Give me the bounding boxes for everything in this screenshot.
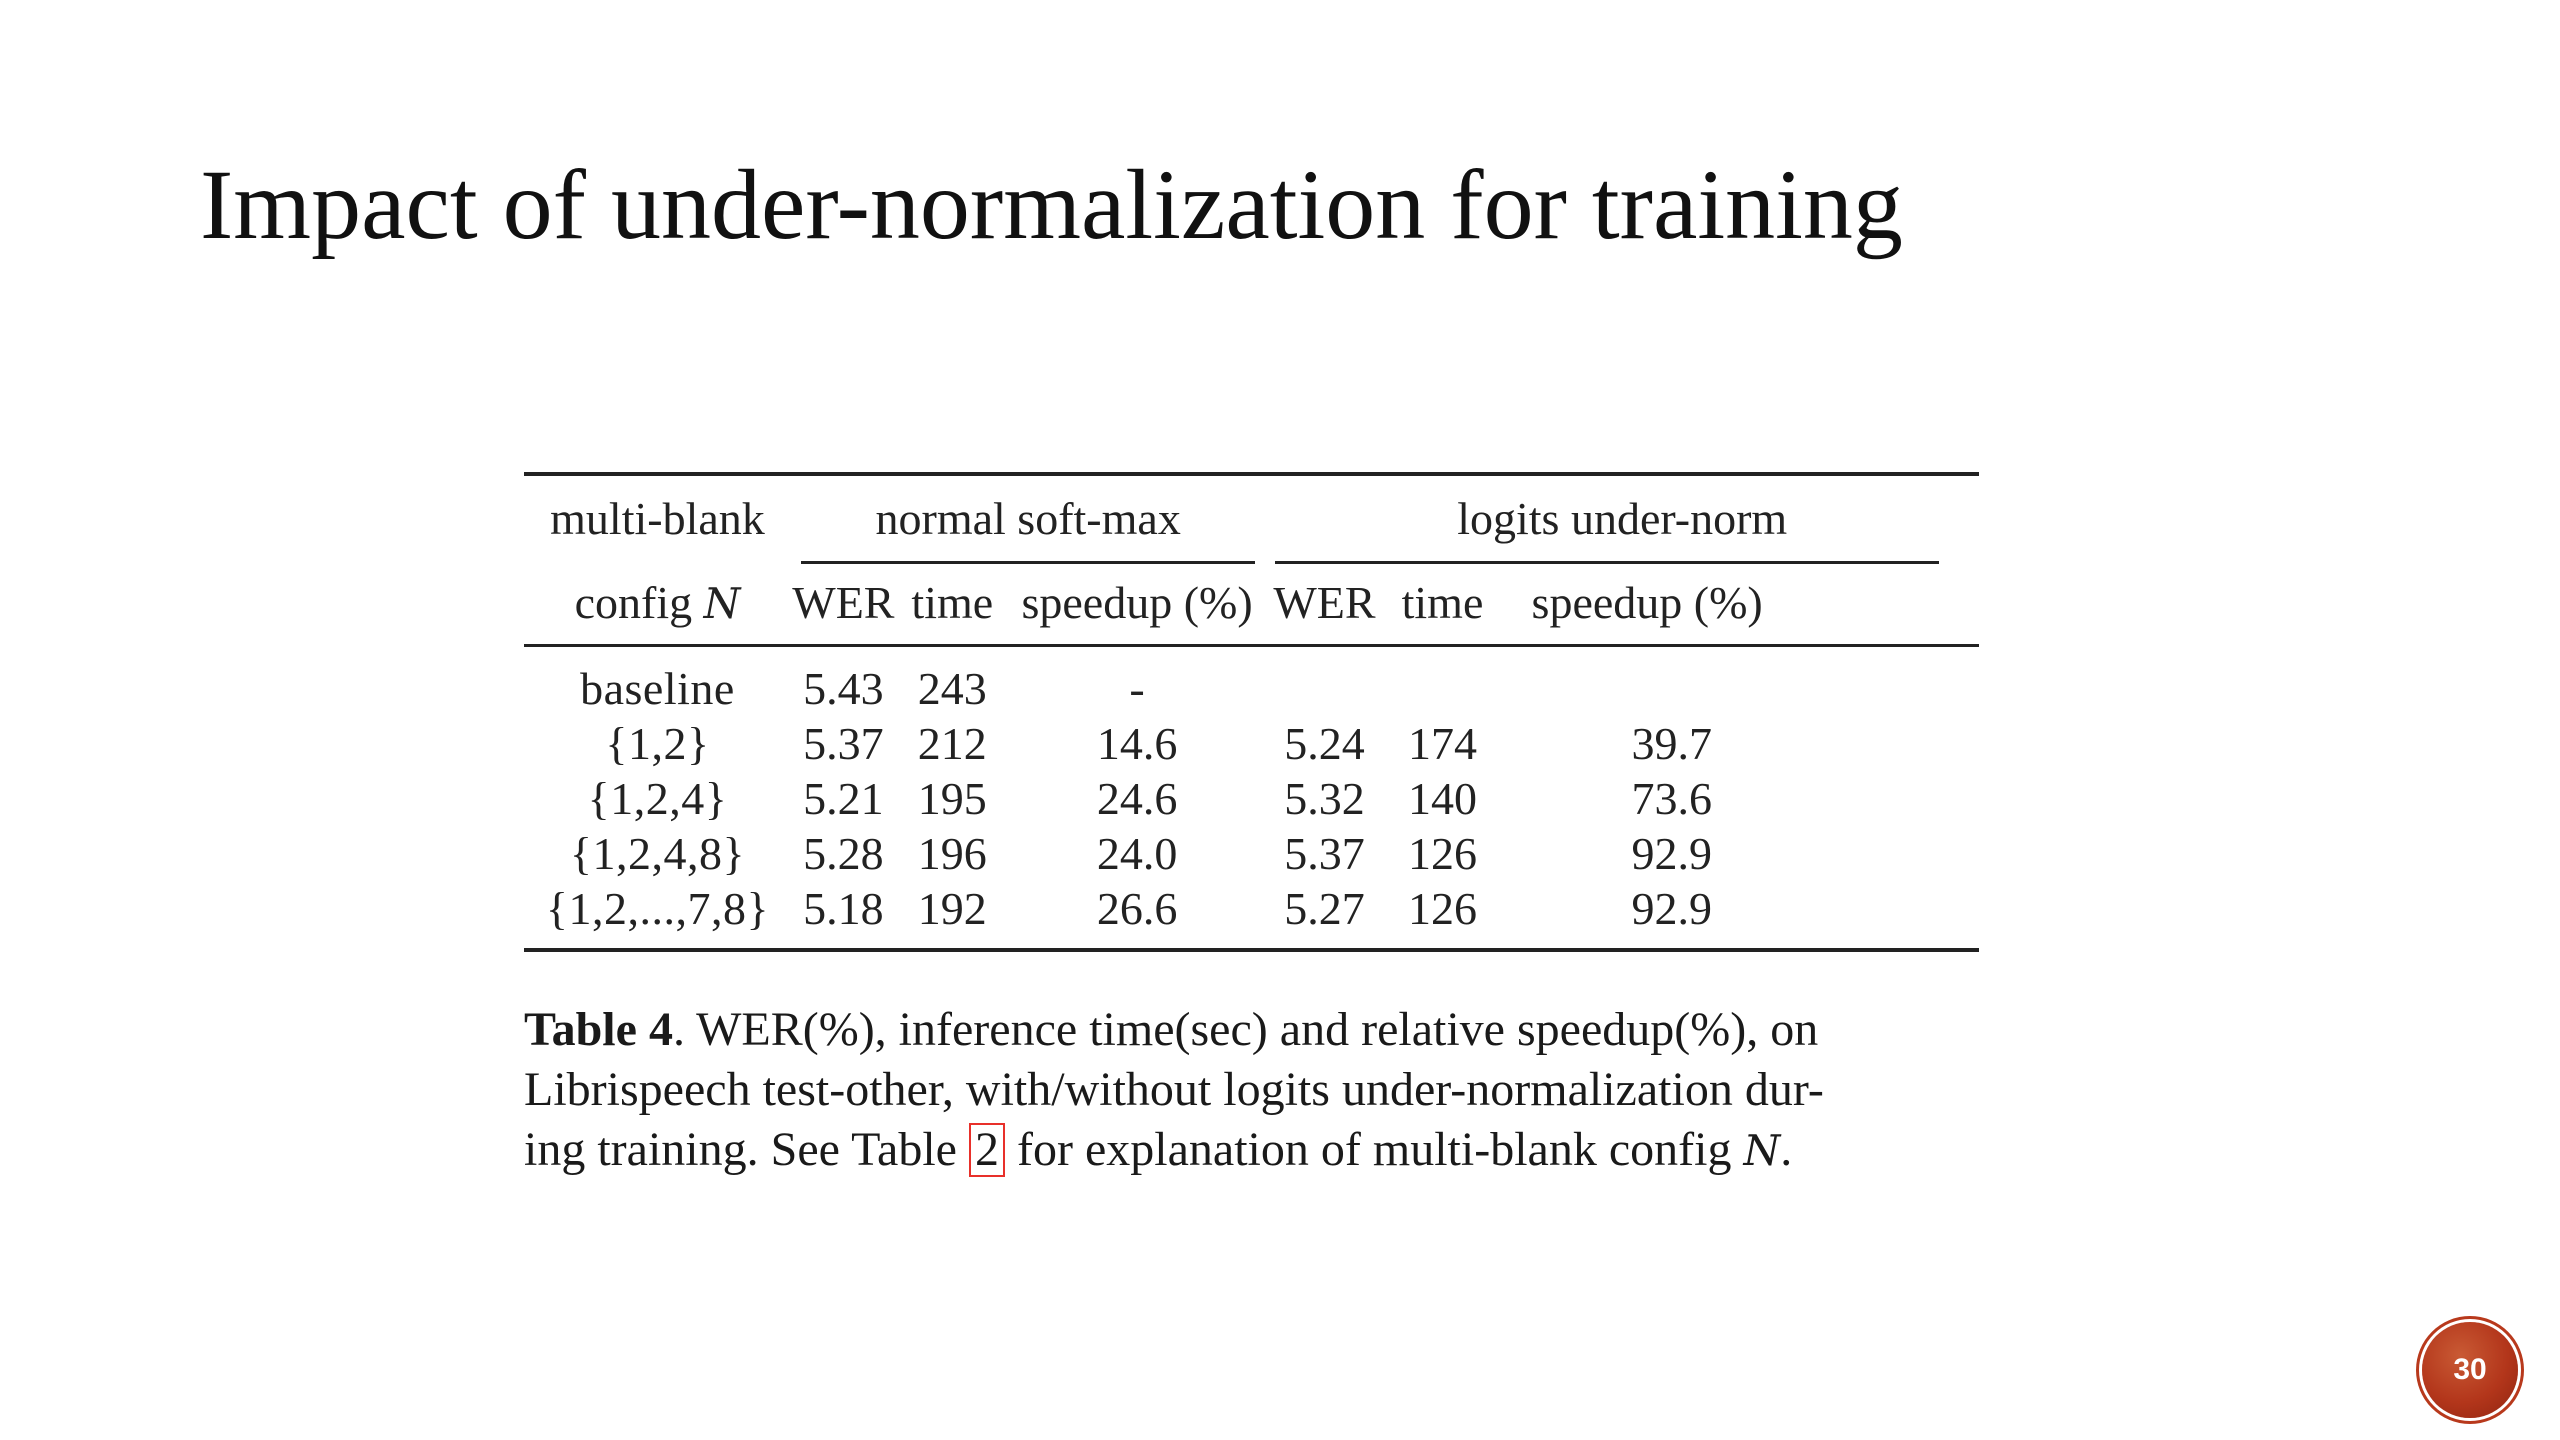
cell-wer-softmax: 5.21: [803, 772, 884, 824]
cell-speedup-undernorm: 39.7: [1631, 717, 1713, 769]
cell-speedup-softmax: 24.6: [1096, 772, 1178, 824]
cell-config: {1,2}: [605, 717, 710, 769]
cell-speedup-softmax: -: [1129, 662, 1145, 714]
header-multi-blank: multi-blank: [550, 493, 765, 544]
cell-wer-undernorm: 5.24: [1284, 717, 1365, 769]
group-underline-undernorm: [1275, 561, 1939, 564]
header-wer-softmax: WER: [792, 577, 895, 628]
cell-speedup-softmax: 26.6: [1096, 882, 1178, 934]
cell-speedup-undernorm: 73.6: [1631, 772, 1713, 824]
caption-end: .: [1780, 1123, 1793, 1176]
cell-time-undernorm: 126: [1408, 827, 1478, 879]
table-row: {1,2,...,7,8} 5.18 192 26.6 5.27 126 92.…: [524, 881, 1979, 950]
cell-time-softmax: 196: [917, 827, 987, 879]
header-group-logits-undernorm: logits under-norm: [1265, 474, 1979, 564]
results-table: multi-blank normal soft-max logits under…: [524, 472, 1979, 952]
table-reference-link[interactable]: 2: [968, 1123, 1005, 1177]
results-table-figure: multi-blank normal soft-max logits under…: [524, 472, 1979, 952]
table-caption: Table 4. WER(%), inference time(sec) and…: [524, 1000, 1944, 1181]
caption-symbol: N: [1743, 1126, 1781, 1175]
cell-speedup-undernorm: 92.9: [1631, 882, 1713, 934]
cell-config: {1,2,...,7,8}: [545, 882, 770, 934]
page-number-badge: 30: [2422, 1322, 2518, 1418]
cell-time-undernorm: [1383, 646, 1501, 717]
cell-time-softmax: 243: [917, 662, 987, 714]
table-row: baseline 5.43 243 -: [524, 646, 1979, 717]
caption-line-3-pre: ing training. See Table: [524, 1123, 969, 1176]
cell-speedup-softmax: 24.0: [1096, 827, 1178, 879]
caption-line-2: Librispeech test-other, with/without log…: [524, 1063, 1824, 1116]
caption-line-1-text: . WER(%), inference time(sec) and relati…: [672, 1003, 1819, 1056]
header-group-normal-softmax-label: normal soft-max: [875, 493, 1181, 544]
header-time-undernorm: time: [1401, 577, 1484, 628]
header-row-groups: multi-blank normal soft-max logits under…: [524, 474, 1979, 564]
cell-speedup-undernorm: [1502, 646, 1979, 717]
cell-time-undernorm: 174: [1408, 717, 1478, 769]
table-row: {1,2,4,8} 5.28 196 24.0 5.37 126 92.9: [524, 826, 1979, 881]
table-row: {1,2,4} 5.21 195 24.6 5.32 140 73.6: [524, 771, 1979, 826]
cell-speedup-softmax: 14.6: [1096, 717, 1178, 769]
header-speedup-undernorm: speedup (%): [1531, 577, 1763, 628]
caption-label: Table 4: [524, 1003, 673, 1056]
header-wer-undernorm: WER: [1273, 577, 1376, 628]
cell-time-undernorm: 126: [1408, 882, 1478, 934]
cell-wer-undernorm: 5.27: [1284, 882, 1365, 934]
header-group-normal-softmax: normal soft-max: [791, 474, 1266, 564]
cell-wer-undernorm: [1265, 646, 1383, 717]
cell-config: baseline: [580, 662, 735, 714]
cell-config: {1,2,4}: [587, 772, 728, 824]
table-row: {1,2} 5.37 212 14.6 5.24 174 39.7: [524, 716, 1979, 771]
cell-time-softmax: 212: [917, 717, 987, 769]
cell-wer-softmax: 5.28: [803, 827, 884, 879]
cell-config: {1,2,4,8}: [569, 827, 746, 879]
header-config-symbol: N: [703, 578, 741, 628]
cell-wer-undernorm: 5.32: [1284, 772, 1365, 824]
caption-line-3-post: for explanation of multi-blank config: [1004, 1123, 1744, 1176]
cell-wer-undernorm: 5.37: [1284, 827, 1365, 879]
header-config: config N: [524, 562, 791, 646]
table-body: baseline 5.43 243 - {1,2} 5.37 212 14.6 …: [524, 646, 1979, 950]
caption-line-3: ing training. See Table 2 for explanatio…: [524, 1120, 1944, 1181]
cell-wer-softmax: 5.18: [803, 882, 884, 934]
group-underline-softmax: [800, 561, 1256, 564]
slide-title: Impact of under-normalization for traini…: [200, 149, 1903, 260]
header-config-prefix: config: [574, 576, 693, 628]
cell-time-softmax: 192: [917, 882, 987, 934]
header-group-logits-undernorm-label: logits under-norm: [1457, 493, 1788, 544]
header-row-columns: config N WER time speedup (%) WER time s…: [524, 562, 1979, 646]
cell-wer-softmax: 5.43: [803, 662, 884, 714]
cell-speedup-undernorm: 92.9: [1631, 827, 1713, 879]
page-number: 30: [2453, 1353, 2487, 1386]
cell-time-undernorm: 140: [1408, 772, 1478, 824]
header-speedup-softmax: speedup (%): [1021, 577, 1253, 628]
header-time-softmax: time: [911, 577, 994, 628]
cell-time-softmax: 195: [917, 772, 987, 824]
caption-line-1: Table 4. WER(%), inference time(sec) and…: [524, 1000, 1944, 1060]
cell-wer-softmax: 5.37: [803, 717, 884, 769]
